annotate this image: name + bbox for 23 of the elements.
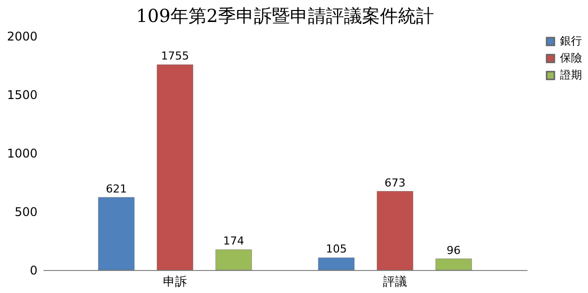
bar [376,191,414,270]
y-tick-label: 0 [30,264,38,278]
legend-label: 保險 [560,52,582,64]
data-label: 1755 [161,50,189,63]
y-tick-label: 1500 [6,88,38,102]
bar [436,258,472,270]
bar [216,249,252,270]
y-tick-label: 2000 [6,30,38,44]
data-label: 621 [106,182,127,196]
data-label: 105 [326,242,347,256]
bar [156,64,194,270]
data-label: 673 [384,176,406,190]
x-tick-label: 申訴 [163,274,187,288]
bar [98,197,134,270]
bar [318,258,354,270]
y-tick-label: 1000 [6,146,38,160]
data-label: 174 [223,234,244,248]
chart-title: 109年第2季申訴暨申請評議案件統計 [136,6,434,27]
legend-label: 銀行 [560,36,582,48]
y-tick-label: 500 [14,205,38,219]
x-tick-label: 評議 [383,274,407,288]
data-label: 96 [446,244,461,257]
legend-label: 證期 [560,68,582,82]
